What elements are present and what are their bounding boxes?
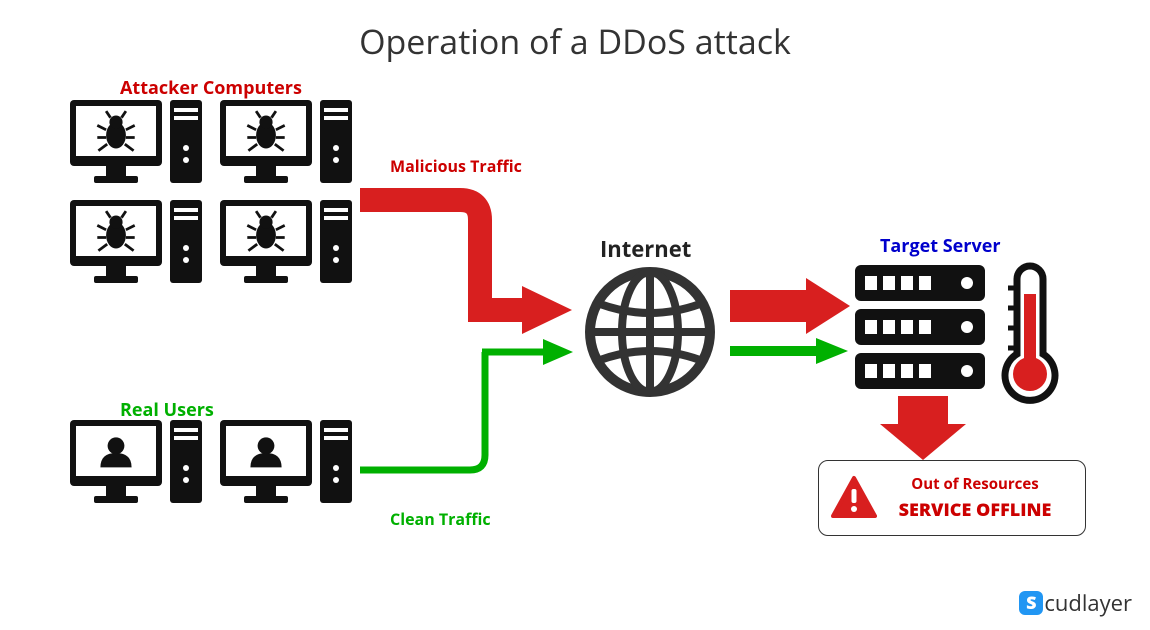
user-pc-icon bbox=[220, 420, 360, 512]
attacker-pc-icon bbox=[70, 100, 210, 192]
malicious-traffic-label: Malicious Traffic bbox=[390, 155, 522, 177]
server-icon bbox=[855, 260, 995, 400]
attacker-pc-icon bbox=[70, 200, 210, 292]
attacker-pc-icon bbox=[220, 100, 360, 192]
globe-icon bbox=[580, 262, 720, 402]
offline-line1: Out of Resources bbox=[877, 474, 1073, 494]
thermometer-icon bbox=[1000, 258, 1060, 408]
offline-line2: SERVICE OFFLINE bbox=[877, 498, 1073, 522]
service-offline-box: Out of Resources SERVICE OFFLINE bbox=[818, 460, 1086, 536]
warning-icon bbox=[831, 475, 877, 521]
user-pc-icon bbox=[70, 420, 210, 512]
attribution: S cudlayer bbox=[1019, 588, 1132, 618]
internet-label: Internet bbox=[600, 234, 691, 264]
brand-text: cudlayer bbox=[1044, 588, 1132, 618]
attacker-pc-icon bbox=[220, 200, 360, 292]
target-server-label: Target Server bbox=[880, 234, 1001, 258]
clean-traffic-label: Clean Traffic bbox=[390, 508, 491, 530]
users-label: Real Users bbox=[120, 398, 214, 422]
page-title: Operation of a DDoS attack bbox=[0, 18, 1150, 64]
brand-logo-icon: S bbox=[1019, 591, 1043, 615]
attackers-label: Attacker Computers bbox=[120, 76, 302, 100]
